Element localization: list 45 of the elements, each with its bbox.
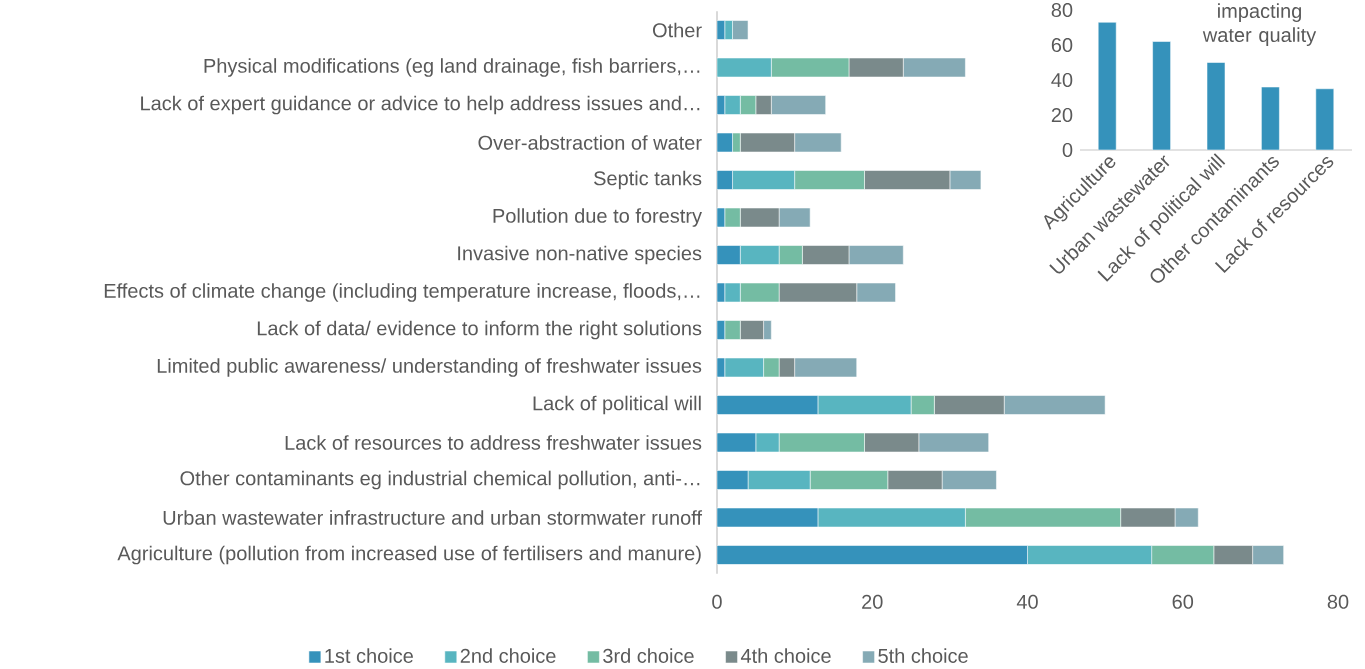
bar [1097,22,1117,151]
bar [747,470,811,490]
legend-label: 1st choice [325,648,413,663]
x-tick-label: 60 [1172,594,1194,609]
bar [1152,41,1171,151]
y-tick-label: Other contaminants eg industrial chemical pollution, anti-… [180,470,700,490]
y-tick-label: 40 [1051,72,1073,88]
bar [717,395,819,415]
y-tick-label: 60 [1051,37,1073,53]
bar [717,545,1028,565]
bar [817,395,912,415]
y-tick-label: Urban wastewater infrastructure and urban stormwater runoff [163,510,703,525]
y-tick-label: Agriculture (pollution from increased use of fertilisers and manure) [117,545,701,565]
y-tick-label: 80 [1051,2,1073,18]
bar [724,95,741,115]
y-tick-label: Limited public awareness/ understanding of freshwater issues [157,358,702,377]
bar [732,170,795,190]
y-tick-label: Lack of data/ evidence to inform the right solutions [257,320,702,340]
bar [740,245,780,265]
x-tick-label: 80 [1327,594,1349,609]
y-tick-label: 0 [1062,142,1073,158]
y-tick-label: Lack of expert guidance or advice to help address issues and… [141,95,700,115]
x-tick-label: 20 [862,594,883,609]
legend-label: 5th choice [878,648,968,663]
bar [1315,88,1335,151]
y-tick-label: 20 [1051,107,1073,123]
y-tick-label: Lack of resources to address freshwater issues [285,435,702,450]
y-tick-label: Invasive non-native species [458,245,702,265]
y-tick-label: Pollution due to forestry [493,208,702,227]
y-tick-label: Other [652,22,702,38]
legend-label: 2nd choice [460,648,556,663]
bar [1261,86,1280,151]
x-tick-label: 40 [1016,594,1038,609]
bar [1027,545,1152,565]
chart-title: impacting water quality [1202,3,1317,46]
y-tick-label: Septic tanks [594,170,702,190]
legend-label: 3rd choice [603,648,694,663]
bar [1206,62,1226,151]
y-tick-label: Lack of political will [533,395,701,415]
y-tick-label: Over-abstraction of water [478,135,702,150]
x-tick-label: 0 [712,594,722,609]
y-tick-label: Physical modifications (eg land drainage, fish barriers,… [204,58,700,77]
bar [717,245,741,265]
y-tick-label: Effects of climate change (including temperature increase, floods,… [104,283,700,302]
legend-label: 4th choice [740,648,831,663]
